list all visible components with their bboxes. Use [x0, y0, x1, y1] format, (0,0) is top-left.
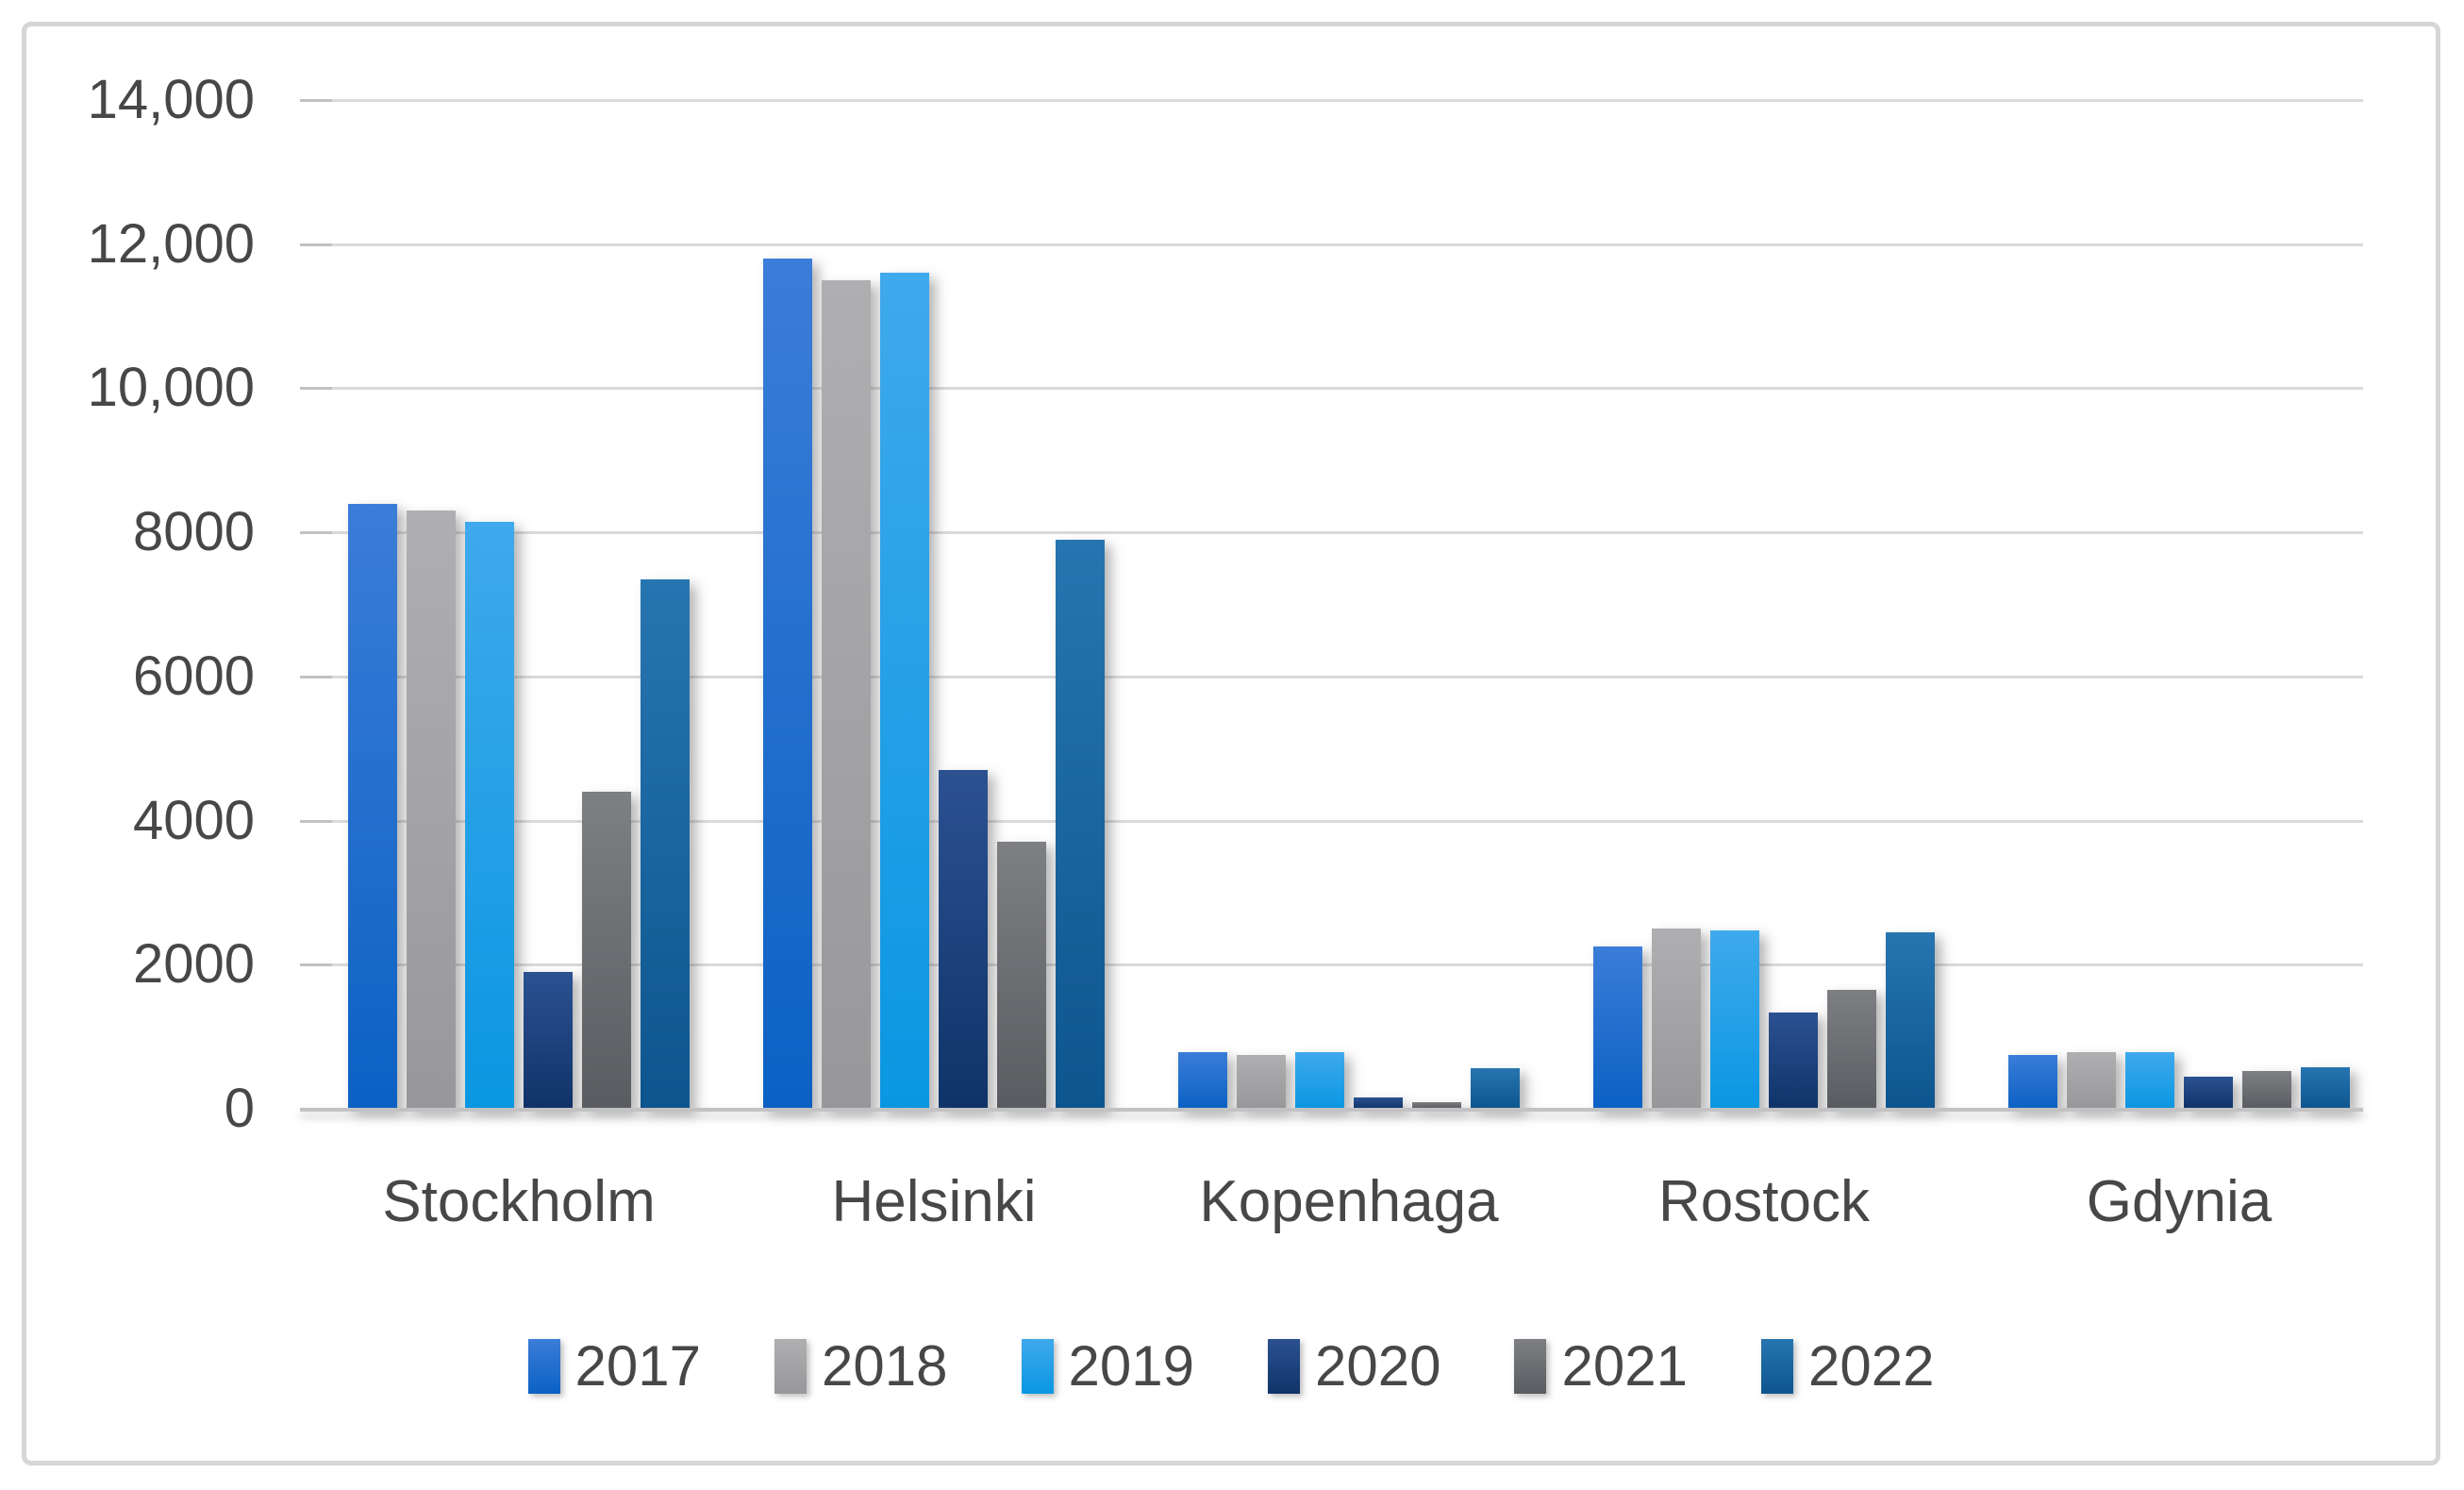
y-axis-label: 14,000 [87, 69, 255, 130]
gridline-10000 [311, 387, 2363, 391]
bar-gdynia-2022 [2301, 1067, 2350, 1109]
bar-stockholm-2018 [407, 511, 456, 1109]
legend-swatch-2021 [1514, 1338, 1547, 1394]
bar-helsinki-2022 [1056, 540, 1105, 1109]
bar-helsinki-2018 [822, 280, 871, 1109]
bar-helsinki-2020 [939, 770, 988, 1109]
legend-label-2022: 2022 [1807, 1334, 1935, 1398]
y-axis-label: 4000 [132, 789, 255, 851]
bar-kopenhaga-2022 [1471, 1068, 1520, 1109]
legend-swatch-2017 [527, 1338, 560, 1394]
x-axis-line [300, 1108, 2363, 1112]
bar-helsinki-2019 [880, 273, 929, 1109]
category-label-kopenhaga: Kopenhaga [1199, 1169, 1499, 1234]
legend-item-2017: 2017 [527, 1333, 702, 1398]
bar-kopenhaga-2017 [1178, 1052, 1227, 1109]
legend-label-2020: 2020 [1315, 1334, 1441, 1398]
legend-item-2018: 2018 [774, 1333, 948, 1398]
category-label-helsinki: Helsinki [831, 1169, 1037, 1234]
y-axis-label: 12,000 [87, 212, 255, 275]
gridline-6000 [311, 675, 2363, 678]
bar-rostock-2020 [1769, 1013, 1818, 1109]
legend-label-2017: 2017 [574, 1334, 702, 1398]
legend-item-2021: 2021 [1514, 1333, 1688, 1398]
bar-helsinki-2017 [763, 259, 812, 1109]
bar-kopenhaga-2018 [1237, 1055, 1286, 1109]
bar-helsinki-2021 [997, 842, 1046, 1109]
y-axis-label: 6000 [132, 645, 255, 707]
bar-gdynia-2019 [2125, 1052, 2174, 1109]
bar-rostock-2022 [1886, 932, 1935, 1109]
bar-stockholm-2017 [348, 504, 397, 1109]
chart-frame: 0 2000 4000 6000 8000 10,000 12,000 14,000 Stoc… [22, 22, 2440, 1465]
y-axis-label: 0 [224, 1078, 255, 1139]
y-axis-label: 8000 [132, 501, 255, 563]
bar-rostock-2018 [1652, 929, 1701, 1109]
legend-label-2019: 2019 [1068, 1334, 1194, 1398]
bar-gdynia-2020 [2184, 1077, 2233, 1109]
bar-kopenhaga-2019 [1295, 1052, 1344, 1109]
gridline-4000 [311, 819, 2363, 823]
y-tick-10000 [300, 387, 332, 391]
legend-label-2021: 2021 [1561, 1334, 1688, 1398]
legend: 2017 2018 2019 2020 2021 2022 [26, 1333, 2436, 1398]
y-tick-2000 [300, 963, 332, 967]
legend-label-2018: 2018 [822, 1334, 948, 1398]
bar-stockholm-2019 [465, 522, 514, 1109]
category-label-stockholm: Stockholm [382, 1169, 656, 1234]
legend-item-2022: 2022 [1760, 1333, 1935, 1398]
bar-rostock-2017 [1593, 946, 1642, 1109]
legend-item-2019: 2019 [1021, 1333, 1194, 1398]
legend-swatch-2020 [1268, 1338, 1300, 1394]
category-label-gdynia: Gdynia [2086, 1169, 2273, 1234]
bar-gdynia-2018 [2067, 1052, 2116, 1109]
y-axis-label: 2000 [132, 933, 255, 996]
bar-kopenhaga-2021 [1412, 1102, 1461, 1109]
bar-gdynia-2017 [2008, 1055, 2057, 1109]
bar-rostock-2019 [1710, 930, 1759, 1109]
gridline-14000 [311, 99, 2363, 102]
bar-gdynia-2021 [2242, 1071, 2291, 1109]
bar-stockholm-2022 [641, 579, 690, 1109]
bar-stockholm-2021 [582, 792, 631, 1109]
y-tick-14000 [300, 99, 332, 102]
legend-swatch-2018 [774, 1338, 807, 1394]
legend-swatch-2019 [1021, 1338, 1054, 1394]
y-tick-12000 [300, 243, 332, 246]
legend-swatch-2022 [1760, 1338, 1793, 1394]
y-tick-6000 [300, 675, 332, 678]
bar-stockholm-2020 [524, 972, 573, 1109]
y-tick-8000 [300, 531, 332, 535]
gridline-8000 [311, 531, 2363, 535]
legend-item-2020: 2020 [1268, 1333, 1440, 1398]
bar-rostock-2021 [1827, 990, 1876, 1109]
bar-kopenhaga-2020 [1354, 1097, 1403, 1109]
category-label-rostock: Rostock [1658, 1169, 1870, 1234]
gridline-2000 [311, 963, 2363, 967]
gridline-12000 [311, 243, 2363, 246]
y-tick-4000 [300, 819, 332, 823]
y-axis-label: 10,000 [87, 357, 255, 419]
